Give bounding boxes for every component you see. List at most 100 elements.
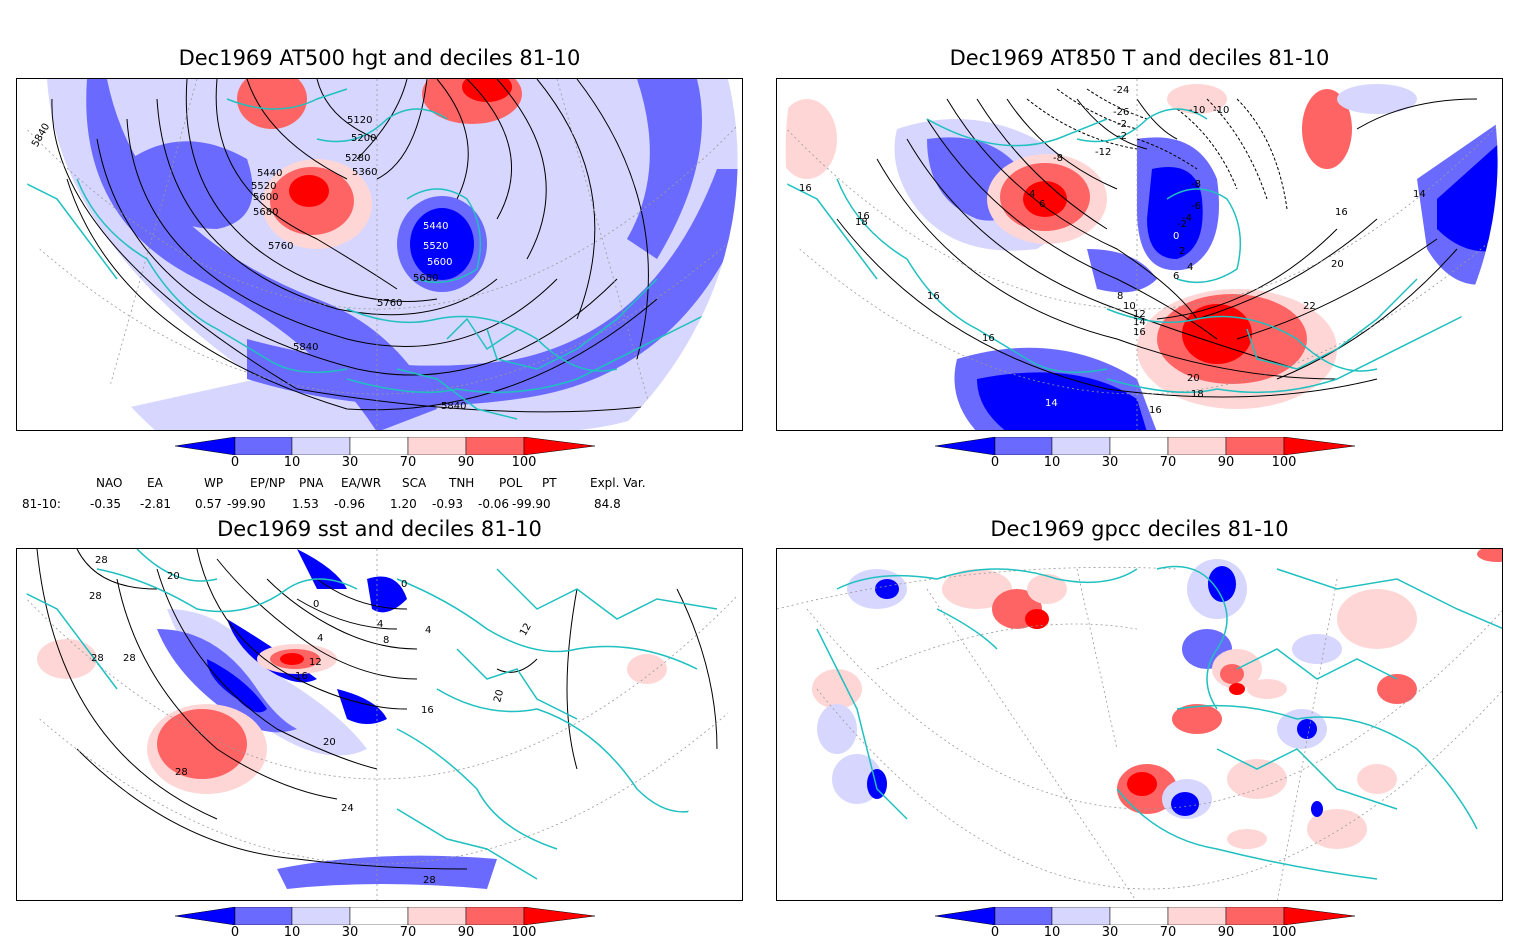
p2-lab-25: 16 <box>927 291 940 302</box>
cb-seg-4 <box>407 906 467 926</box>
cb-seg-4 <box>1167 436 1227 456</box>
p2-lab-28: 14 <box>1413 189 1426 200</box>
p3-lab-2: 28 <box>89 591 102 602</box>
cb-seg-2 <box>291 906 351 926</box>
p2-lab-22: 16 <box>1133 327 1146 338</box>
cb-seg-3 <box>1109 436 1169 456</box>
cb-seg-0 <box>934 906 996 926</box>
p3-lab-4: 28 <box>123 653 136 664</box>
p3-lab-16: 28 <box>423 875 436 886</box>
cb-tick-4: 90 <box>457 455 475 470</box>
cb-seg-1 <box>994 436 1053 456</box>
cb-seg-5 <box>465 436 525 456</box>
cb-seg-2 <box>1051 906 1111 926</box>
p2-lab-33: 18 <box>1191 389 1204 400</box>
panel2-map: -24 -26 -2 -2 -10 -10 -12 -8 -8 4 6 -6 -… <box>776 78 1503 431</box>
idx-header-epnp: EP/NP <box>250 476 286 490</box>
p2-lab-6: -12 <box>1095 147 1111 158</box>
p3-lab-15: 24 <box>341 803 354 814</box>
p2-lab-31: 22 <box>1303 301 1316 312</box>
idx-val-pol: -0.06 <box>478 497 510 511</box>
cb-tick-5: 100 <box>1271 925 1297 940</box>
cb-tick-5: 100 <box>511 925 537 940</box>
p2-lab-26: 18 <box>855 217 868 228</box>
panel4-title: Dec1969 gpcc deciles 81-10 <box>990 517 1289 541</box>
p2-lab-35: 16 <box>1149 405 1162 416</box>
p2-lab-15: 2 <box>1179 246 1185 257</box>
idx-val-eawr: -0.96 <box>334 497 366 511</box>
p1-lab-5: 5440 <box>257 168 282 179</box>
p1-lab-14: 5760 <box>377 298 402 309</box>
cb-tick-3: 70 <box>1159 455 1177 470</box>
p1-lab-10: 5440 <box>423 221 448 232</box>
panel3-map: 28 20 28 28 28 0 0 4 4 8 12 16 20 16 20 … <box>16 548 743 901</box>
idx-header-wp: WP <box>204 476 224 490</box>
p2-lab-23: 16 <box>799 183 812 194</box>
cb-seg-0 <box>174 436 236 456</box>
idx-row-label: 81-10: <box>22 497 61 511</box>
p2-lab-10: 6 <box>1039 199 1045 210</box>
panel2-title: Dec1969 AT850 T and deciles 81-10 <box>949 46 1330 70</box>
p1-lab-2: 5200 <box>351 133 376 144</box>
cb-seg-6 <box>1283 436 1356 456</box>
p2-lab-11: -6 <box>1191 201 1201 212</box>
cb-tick-2: 30 <box>341 455 359 470</box>
colorbar-gradient <box>174 906 596 926</box>
p2-lab-19: 10 <box>1123 301 1136 312</box>
p1-lab-4: 5360 <box>352 167 377 178</box>
p2-lab-34: 14 <box>1045 398 1058 409</box>
colorbar-bottom-left: 0 10 30 70 90 100 <box>174 906 596 947</box>
p3-lab-9: 8 <box>383 635 389 646</box>
idx-val-tnh: -0.93 <box>432 497 464 511</box>
cb-tick-5: 100 <box>1271 455 1297 470</box>
p3-lab-14: 20 <box>492 688 506 703</box>
p3-lab-1: 20 <box>167 571 180 582</box>
idx-header-ea: EA <box>147 476 163 490</box>
p2-lab-29: 16 <box>1335 207 1348 218</box>
cb-tick-5: 100 <box>511 455 537 470</box>
panel1-title: Dec1969 AT500 hgt and deciles 81-10 <box>178 46 581 70</box>
cb-tick-2: 30 <box>1101 455 1119 470</box>
cb-seg-0 <box>934 436 996 456</box>
p2-lab-9: 4 <box>1029 189 1035 200</box>
idx-val-sca: 1.20 <box>390 497 417 511</box>
colorbar-gradient <box>934 906 1356 926</box>
p2-lab-5: -10 <box>1213 105 1229 116</box>
cb-tick-2: 30 <box>1101 925 1119 940</box>
panel1-map: 5840 5120 5200 5280 5360 5440 5520 5600 … <box>16 78 743 431</box>
cb-tick-1: 10 <box>1043 455 1061 470</box>
p1-lab-12: 5600 <box>427 257 452 268</box>
cb-seg-3 <box>349 906 409 926</box>
cb-tick-4: 90 <box>1217 925 1235 940</box>
p3-lab-19: 4 <box>425 625 431 636</box>
cb-tick-1: 10 <box>283 925 301 940</box>
p2-lab-1: -26 <box>1113 107 1129 118</box>
p2-lab-13: -2 <box>1177 219 1187 230</box>
p1-lab-3: 5280 <box>345 153 370 164</box>
cb-seg-4 <box>1167 906 1227 926</box>
p3-lab-11: 16 <box>295 671 308 682</box>
cb-tick-0: 0 <box>230 455 240 470</box>
p2-lab-32: 20 <box>1187 373 1200 384</box>
p2-lab-30: 20 <box>1331 259 1344 270</box>
p3-lab-3: 28 <box>91 653 104 664</box>
cb-seg-2 <box>291 436 351 456</box>
idx-val-ea: -2.81 <box>140 497 172 511</box>
cb-seg-5 <box>1225 906 1285 926</box>
cb-seg-3 <box>349 436 409 456</box>
p2-lab-17: 6 <box>1173 271 1179 282</box>
p2-lab-2: -2 <box>1117 119 1127 130</box>
colorbar-top-left: 0 10 30 70 90 100 <box>174 436 596 477</box>
cb-tick-4: 90 <box>457 925 475 940</box>
cb-tick-0: 0 <box>990 925 1000 940</box>
cb-seg-4 <box>407 436 467 456</box>
cb-seg-5 <box>1225 436 1285 456</box>
panel3-title: Dec1969 sst and deciles 81-10 <box>217 517 542 541</box>
colorbar-bottom-right: 0 10 30 70 90 100 <box>934 906 1356 947</box>
colorbar-top-right: 0 10 30 70 90 100 <box>934 436 1356 477</box>
p3-lab-12: 20 <box>323 737 336 748</box>
p1-lab-7: 5600 <box>253 192 278 203</box>
p3-lab-0: 28 <box>95 555 108 566</box>
p2-lab-27: 16 <box>982 333 995 344</box>
cb-seg-6 <box>523 436 596 456</box>
